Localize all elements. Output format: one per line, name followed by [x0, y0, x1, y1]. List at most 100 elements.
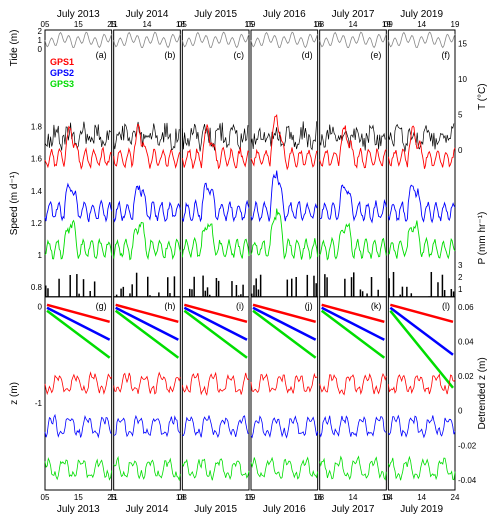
svg-text:-0.02: -0.02: [458, 441, 477, 450]
svg-text:24: 24: [451, 493, 460, 502]
precip-bar: [231, 281, 233, 297]
precip-bar: [94, 281, 96, 296]
gps3-speed: [114, 222, 181, 259]
gps1-detrended: [320, 374, 387, 395]
month-label-bottom: July 2015: [194, 504, 237, 515]
speed-axis-label: Speed (m d⁻¹): [9, 172, 20, 236]
svg-text:08: 08: [315, 20, 324, 29]
panel-label: (c): [234, 50, 245, 60]
gps1-detrended: [45, 373, 112, 394]
panel-label: (j): [305, 301, 313, 311]
panel-label: (l): [442, 301, 450, 311]
svg-text:15: 15: [74, 20, 83, 29]
bottom-panel: [388, 297, 455, 490]
panel-label: (e): [370, 50, 381, 60]
precip-bar: [307, 275, 309, 297]
svg-text:-1: -1: [35, 399, 43, 408]
gps3-detrended: [45, 459, 112, 480]
month-label-bottom: July 2016: [263, 504, 306, 515]
precip-bar: [129, 293, 131, 296]
svg-text:2: 2: [458, 273, 463, 282]
svg-text:10: 10: [458, 75, 467, 84]
gps3-speed: [182, 224, 249, 258]
svg-text:2: 2: [38, 27, 43, 36]
svg-text:0: 0: [458, 146, 463, 155]
gps3-speed: [45, 221, 112, 259]
svg-text:11: 11: [110, 493, 119, 502]
precip-bar: [388, 278, 390, 297]
month-label-bottom: July 2014: [126, 504, 169, 515]
gps1-detrended: [182, 373, 249, 395]
precip-bar: [45, 286, 47, 297]
precip-bar: [344, 279, 346, 297]
precip-bar: [76, 274, 78, 297]
precip-bar: [89, 291, 91, 297]
gps2-speed: [320, 185, 387, 222]
svg-text:05: 05: [41, 493, 50, 502]
month-label-top: July 2019: [400, 9, 443, 20]
gps2-speed: [182, 183, 249, 221]
svg-text:1.8: 1.8: [31, 123, 43, 132]
gps2-speed: [114, 186, 181, 222]
svg-text:0: 0: [458, 407, 463, 416]
precip-bar: [291, 279, 293, 297]
precip-bar: [451, 289, 453, 297]
gps1-speed: [320, 126, 387, 168]
gps3-detrended: [251, 458, 318, 479]
precip-bar: [47, 288, 49, 297]
panel-label: (g): [96, 301, 107, 311]
gps2-detrended: [320, 416, 387, 437]
svg-text:0.8: 0.8: [31, 283, 43, 292]
svg-text:14: 14: [143, 20, 152, 29]
precip-bar: [205, 291, 207, 297]
gps1-detrended: [251, 374, 318, 393]
svg-text:-0.04: -0.04: [458, 476, 477, 485]
svg-text:0.02: 0.02: [458, 372, 474, 381]
svg-text:09: 09: [247, 493, 256, 502]
precip-bar: [313, 276, 315, 297]
precip-bar: [167, 277, 169, 297]
precip-bar: [193, 277, 195, 297]
precip-bar: [351, 277, 353, 297]
precip-bar: [174, 276, 176, 296]
panel-label: (k): [371, 301, 382, 311]
gps2-speed: [45, 184, 112, 222]
precip-bar: [353, 272, 355, 296]
panel-label: (i): [236, 301, 244, 311]
precip-bar: [83, 279, 85, 297]
gps2-speed: [388, 185, 455, 222]
svg-text:5: 5: [458, 110, 463, 119]
gps-timeseries-chart: July 2013051525(a)(g)051525July 2013July…: [5, 5, 495, 515]
tide-trace: [45, 32, 112, 47]
precip-bar: [242, 285, 244, 297]
precip-bar: [295, 277, 297, 297]
tide-axis-label: Tide (m): [9, 30, 20, 67]
precip-bar: [287, 280, 289, 297]
month-label-top: July 2017: [332, 9, 375, 20]
precip-bar: [158, 292, 160, 296]
svg-text:1: 1: [38, 36, 43, 45]
z-axis-label: z (m): [9, 382, 20, 405]
svg-text:1: 1: [458, 285, 463, 294]
temperature-trace: [114, 122, 180, 150]
gps2-detrended: [114, 416, 181, 436]
month-label-bottom: July 2019: [400, 504, 443, 515]
legend-GPS2: GPS2: [50, 68, 74, 78]
svg-text:1.6: 1.6: [31, 155, 43, 164]
month-label-top: July 2015: [194, 9, 237, 20]
svg-text:15: 15: [458, 39, 467, 48]
precip-bar: [258, 290, 260, 297]
svg-text:09: 09: [247, 20, 256, 29]
gps2-speed: [251, 171, 318, 222]
legend-GPS1: GPS1: [50, 57, 74, 67]
precip-bar: [437, 282, 439, 297]
precip-bar: [324, 274, 326, 297]
precip-bar: [58, 279, 60, 297]
panel-label: (b): [164, 50, 175, 60]
svg-text:14: 14: [349, 20, 358, 29]
panel-label: (f): [442, 50, 451, 60]
svg-text:0.04: 0.04: [458, 337, 474, 346]
precip-bar: [169, 293, 171, 297]
tide-trace: [388, 32, 455, 47]
precip-bar: [362, 291, 364, 297]
